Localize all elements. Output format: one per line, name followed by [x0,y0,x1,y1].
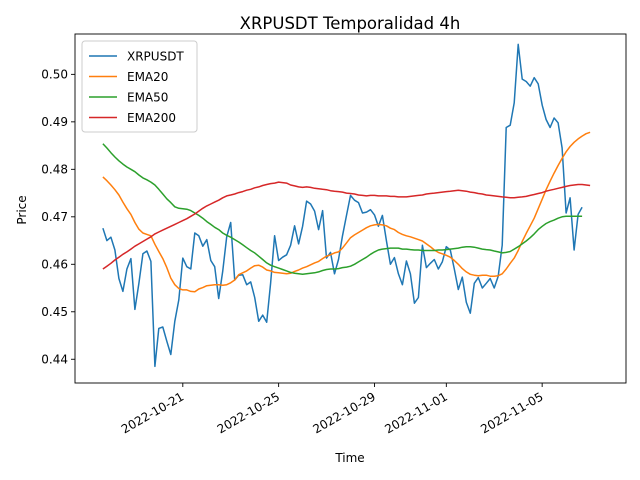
y-tick-label: 0.48 [41,162,68,176]
legend-box [81,40,198,133]
series-line-4 [102,181,591,270]
legend-label-1: XRPUSDT [127,50,184,64]
y-tick-label: 0.46 [41,257,68,271]
y-axis: 0.44 0.45 0.46 0.47 0.48 0.49 0.50 [41,67,75,366]
y-tick-label: 0.44 [41,352,68,366]
y-tick-label: 0.45 [41,305,68,319]
legend-label-3: EMA50 [127,91,168,105]
plot-area-frame [74,33,627,384]
y-tick-label: 0.47 [41,210,68,224]
legend-label-4: EMA200 [127,111,176,125]
y-axis-label: Price [15,195,29,224]
series-line-2 [102,131,591,293]
x-axis-label: Time [334,451,364,465]
y-tick-label: 0.49 [41,115,68,129]
legend: XRPUSDT EMA20 EMA50 EMA200 [81,40,198,133]
y-tick-label: 0.50 [41,67,68,81]
chart-title: XRPUSDT Temporalidad 4h [240,14,461,33]
series-line-1 [102,43,583,368]
series-line-3 [102,143,583,276]
legend-label-2: EMA20 [127,70,168,84]
plot-lines [102,43,591,368]
